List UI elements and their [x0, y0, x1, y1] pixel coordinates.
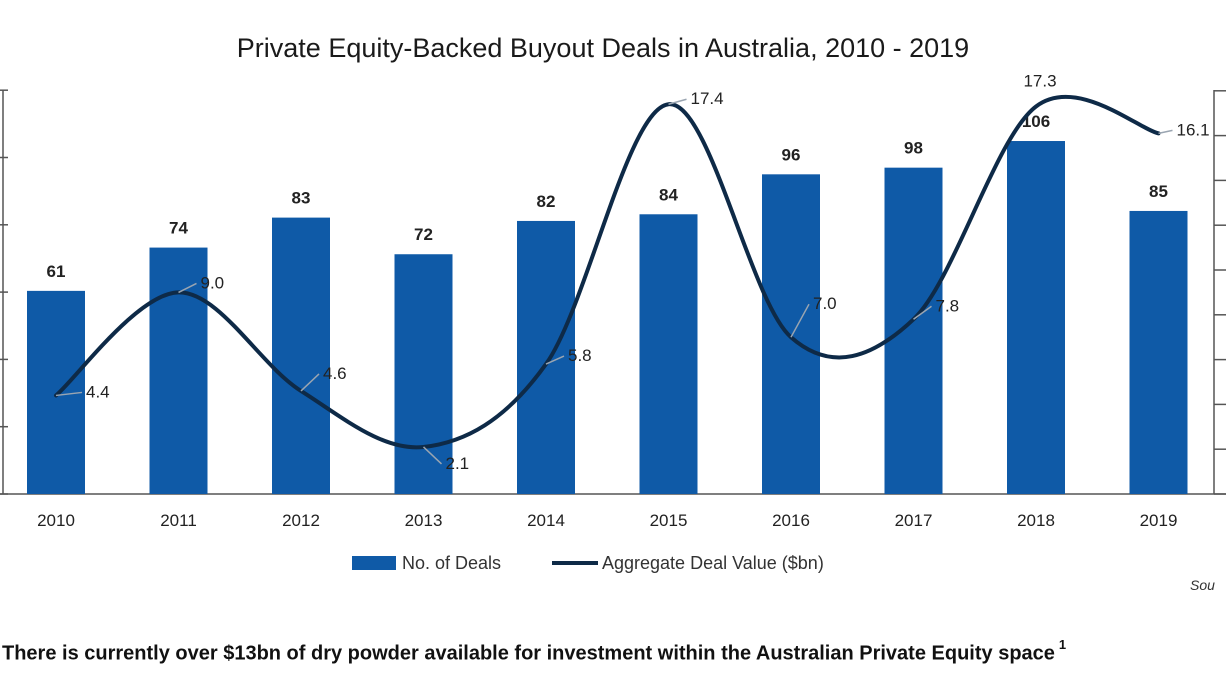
- line-label-leader: [300, 373, 320, 392]
- right-axis: [1213, 90, 1226, 495]
- line-label-leader: [178, 282, 197, 294]
- bar-value-label-2018: 106: [1022, 112, 1050, 131]
- line-label-leader: [668, 98, 687, 105]
- line-value-label-2012: 4.6: [323, 364, 347, 383]
- bar-2010: [27, 290, 85, 494]
- bar-value-label-2016: 96: [782, 145, 801, 164]
- line-value-label-2010: 4.4: [86, 382, 110, 401]
- x-tick-label-2013: 2013: [405, 511, 443, 530]
- footnote-marker: 1: [1058, 637, 1067, 652]
- line-label-leader: [55, 391, 83, 397]
- bar-value-label-2017: 98: [904, 139, 923, 158]
- line-label-leader: [545, 355, 565, 365]
- line-value-label-2016: 7.0: [813, 294, 837, 313]
- footnote-text: There is currently over $13bn of dry pow…: [2, 642, 1055, 665]
- line-value-label-2015: 17.4: [691, 89, 724, 108]
- line-label-leader: [913, 305, 932, 320]
- bar-2018: [1007, 141, 1065, 494]
- bar-2017: [884, 167, 943, 494]
- legend-bar-swatch: [352, 556, 396, 570]
- legend-bar-label: No. of Deals: [402, 553, 501, 573]
- bar-2014: [517, 220, 575, 494]
- x-tick-label-2016: 2016: [772, 511, 810, 530]
- x-tick-label-2012: 2012: [282, 511, 320, 530]
- aggregate-value-line: [54, 94, 1161, 450]
- line-label-leader: [790, 303, 810, 338]
- bar-value-label-2013: 72: [414, 225, 433, 244]
- bar-2013: [394, 254, 453, 494]
- line-value-label-2013: 2.1: [446, 454, 470, 473]
- line-value-label-2019: 16.1: [1177, 120, 1210, 139]
- line-value-label-2017: 7.8: [936, 296, 960, 315]
- bar-2012: [272, 217, 330, 495]
- footnote: There is currently over $13bn of dry pow…: [2, 637, 1067, 666]
- bar-value-label-2015: 84: [659, 185, 678, 204]
- legend-line-label: Aggregate Deal Value ($bn): [602, 553, 824, 573]
- bar-2019: [1129, 210, 1188, 494]
- bar-value-label-2014: 82: [537, 192, 556, 211]
- bar-value-label-2019: 85: [1149, 182, 1168, 201]
- line-value-label-2011: 9.0: [201, 273, 225, 292]
- line-label-leader: [1158, 129, 1173, 135]
- line-label-leader: [422, 446, 443, 465]
- bar-2015: [639, 214, 698, 494]
- legend: No. of Deals Aggregate Deal Value ($bn): [352, 553, 824, 573]
- bar-2016: [762, 174, 820, 494]
- line-series: 4.4 9.0 4.6 2.1 5.8 17.4 7.0 7.8 17.3 16.1: [54, 71, 1210, 473]
- chart-title: Private Equity-Backed Buyout Deals in Au…: [237, 33, 969, 63]
- x-tick-label-2019: 2019: [1140, 511, 1178, 530]
- bar-value-label-2011: 74: [169, 219, 188, 238]
- bar-value-label-2012: 83: [292, 189, 311, 208]
- line-value-label-2018: 17.3: [1023, 71, 1056, 90]
- source-note: Sou: [1190, 577, 1215, 593]
- x-tick-label-2010: 2010: [37, 511, 75, 530]
- x-tick-label-2014: 2014: [527, 511, 565, 530]
- x-axis-ticks: 2010 2011 2012 2013 2014 2015 2016 2017 2018 2019: [37, 511, 1177, 530]
- x-tick-label-2011: 2011: [160, 511, 197, 530]
- x-tick-label-2015: 2015: [650, 511, 688, 530]
- bar-value-label-2010: 61: [47, 262, 66, 281]
- bar-2011: [149, 247, 208, 494]
- bars: 61 74 83 72 82 84 96 98 106 85: [27, 112, 1188, 495]
- x-tick-label-2017: 2017: [895, 511, 933, 530]
- x-tick-label-2018: 2018: [1017, 511, 1055, 530]
- line-value-label-2014: 5.8: [568, 346, 592, 365]
